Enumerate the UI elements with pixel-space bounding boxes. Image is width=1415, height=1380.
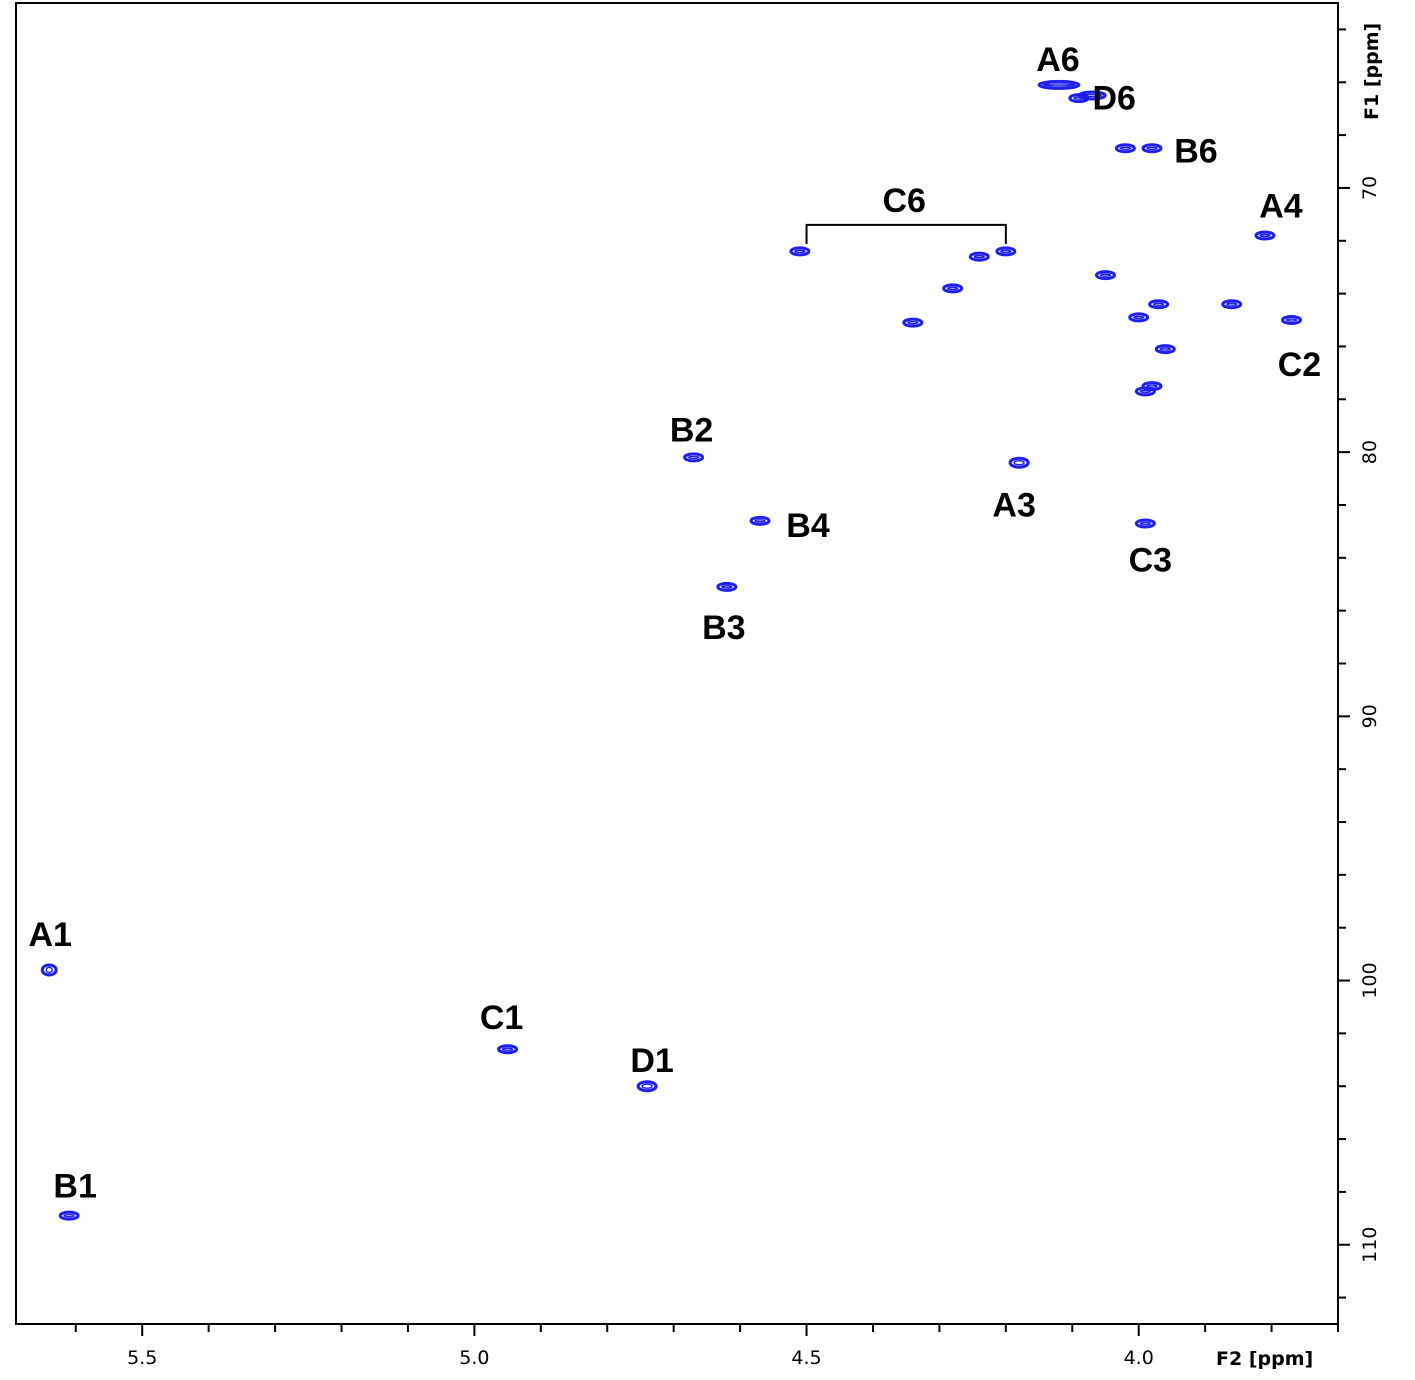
peak-contour (794, 249, 806, 254)
peak-marker (789, 246, 811, 257)
peak-label: C3 (1129, 541, 1172, 579)
peak-marker (1221, 299, 1243, 310)
peak-marker (995, 246, 1017, 257)
y-axis-title: F1 [ppm] (1361, 23, 1383, 120)
peak-contour (1226, 302, 1238, 306)
peak-contour (1082, 93, 1102, 98)
peak-contour (1146, 384, 1158, 388)
peak-label: A4 (1259, 187, 1303, 225)
peak-marker (58, 1210, 80, 1221)
peak-label: A6 (1036, 41, 1079, 79)
peak-contour (1285, 318, 1298, 322)
peak-marker (1141, 143, 1163, 154)
peak-marker (942, 283, 964, 294)
peak-label: D6 (1092, 79, 1135, 117)
peak-contour (63, 1213, 75, 1218)
peak-marker (1077, 90, 1107, 101)
peak-label: A3 (992, 487, 1035, 525)
peak-label: C2 (1278, 346, 1321, 384)
peak-label: A1 (28, 916, 71, 954)
y-tick-label: 70 (1359, 176, 1381, 200)
peak-contour (1152, 302, 1165, 306)
peak-contour (1146, 146, 1158, 151)
peak-label: B1 (53, 1168, 96, 1206)
peak-marker (40, 963, 58, 977)
peak-contour (1139, 521, 1152, 526)
peak-marker (1094, 270, 1116, 281)
peak-marker (1008, 456, 1030, 469)
peak-contour (1139, 389, 1152, 394)
bracket-annotation (805, 223, 1007, 244)
x-tick-label: 5.5 (127, 1347, 157, 1369)
x-tick-label: 4.5 (791, 1347, 821, 1369)
peak-marker (1037, 79, 1081, 90)
peak-marker (1134, 518, 1156, 529)
peak-contour (1042, 83, 1076, 87)
peak-contour (45, 966, 53, 974)
peak-contour (1013, 460, 1025, 466)
peak-contour (721, 585, 733, 589)
peak-marker (716, 581, 738, 592)
y-tick-label: 80 (1359, 440, 1381, 464)
peak-label: B4 (786, 507, 830, 545)
peak-marker (636, 1080, 658, 1093)
y-tick-label: 90 (1359, 704, 1381, 728)
peak-marker (1128, 312, 1150, 323)
y-tick-label: 110 (1359, 1227, 1381, 1263)
peak-contour (1159, 347, 1171, 351)
x-tick-label: 4.0 (1124, 1347, 1154, 1369)
peak-marker (1141, 381, 1163, 392)
y-tick-label: 100 (1359, 962, 1381, 998)
x-tick-label: 5.0 (459, 1347, 489, 1369)
peak-label: B2 (670, 411, 713, 449)
peak-marker (1154, 344, 1176, 355)
peak-contour (1099, 273, 1112, 277)
peaks-layer (40, 79, 1302, 1221)
peak-marker (1280, 315, 1302, 326)
peak-label: B6 (1174, 132, 1217, 170)
bracket-label: C6 (882, 182, 925, 220)
peak-label: B3 (702, 609, 745, 647)
peak-contour (687, 455, 700, 460)
peak-labels-layer: A6 D6 B6 A4 C2 B2 A3 B4 C3 B3 A1 C1 D1 B1 C6 (28, 41, 1321, 1206)
peak-marker (749, 515, 771, 526)
peak-marker (1148, 299, 1170, 310)
peak-marker (1254, 230, 1276, 241)
plot-frame (15, 2, 1339, 1325)
peak-contour (501, 1047, 514, 1051)
peak-contour (946, 286, 959, 291)
peak-contour (754, 519, 766, 523)
y-axis: 70 80 90 100 110 (1338, 28, 1381, 1299)
x-axis: 5.5 5.0 4.5 4.0 (74, 1324, 1339, 1369)
peak-marker (497, 1044, 519, 1055)
x-axis-title: F2 [ppm] (1216, 1348, 1313, 1370)
peak-contour (907, 320, 919, 325)
peak-label: C1 (480, 999, 523, 1037)
peak-marker (1114, 143, 1136, 154)
peak-marker (968, 251, 990, 262)
peak-contour (1119, 146, 1132, 151)
peak-contour (1000, 249, 1012, 254)
peak-contour (641, 1083, 653, 1089)
peak-marker (902, 317, 924, 328)
peak-contour (1259, 233, 1271, 238)
peak-contour (1133, 315, 1145, 320)
peak-label: D1 (630, 1042, 673, 1080)
peak-contour (973, 254, 985, 259)
peak-marker (683, 452, 705, 463)
